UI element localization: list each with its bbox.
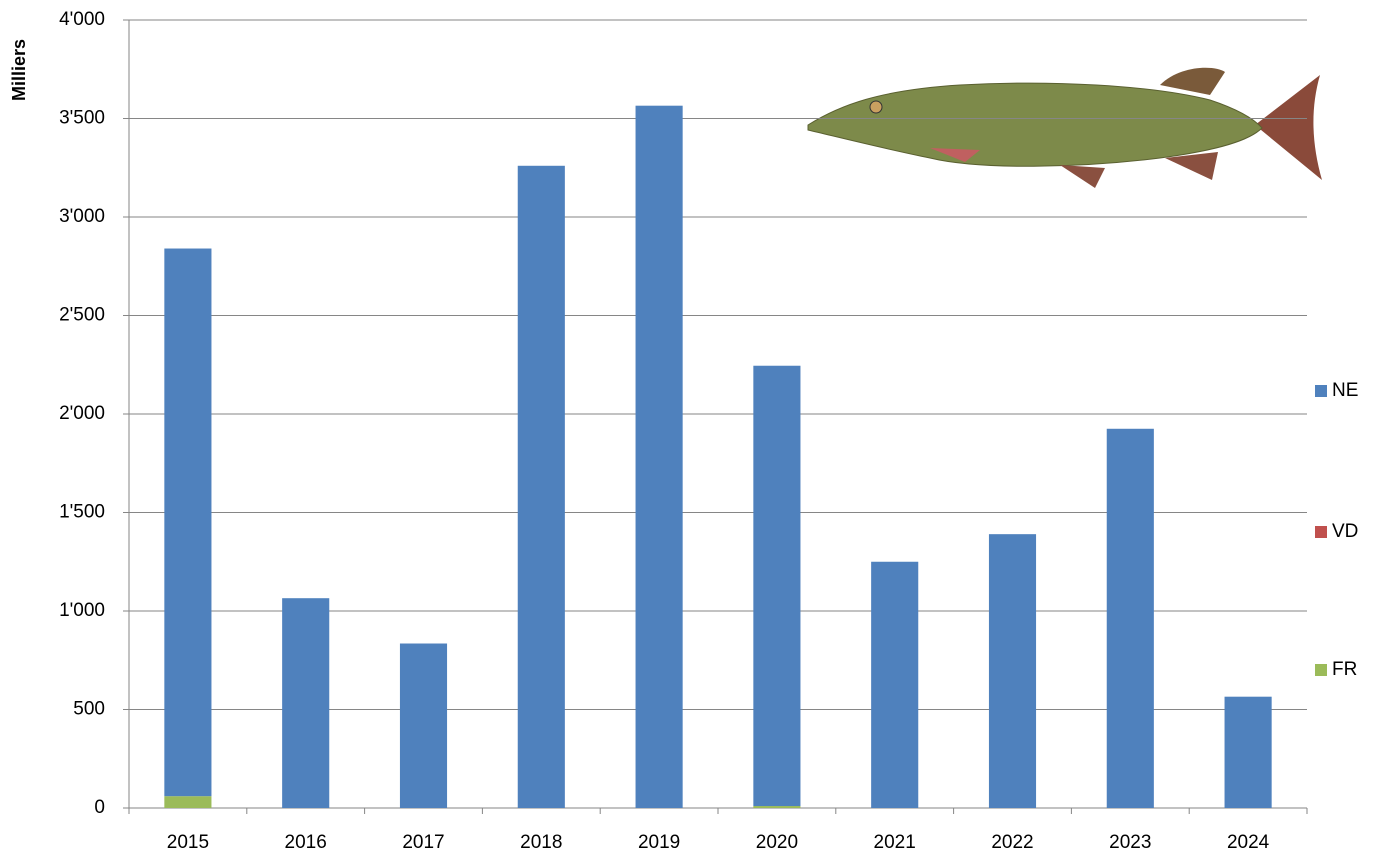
bar-segment — [517, 165, 565, 808]
fish-tail — [1255, 75, 1322, 180]
bar-segment — [164, 796, 212, 808]
fish-illustration — [807, 67, 1322, 188]
bar-segment — [635, 105, 683, 808]
legend-swatch — [1315, 664, 1327, 676]
bar-segment — [282, 598, 330, 808]
fish-eye — [869, 100, 883, 114]
bar-segment — [988, 534, 1037, 808]
y-tick-label: 2'500 — [59, 305, 105, 326]
bar-segment — [753, 806, 801, 808]
y-tick-label: 3'500 — [59, 108, 105, 129]
fish-fin — [1165, 152, 1218, 180]
legend-label: NE — [1332, 380, 1358, 401]
y-tick-label: 1'000 — [59, 600, 105, 621]
legend-swatch — [1315, 526, 1327, 538]
fish-body — [807, 82, 1263, 167]
fish-fin — [1060, 165, 1105, 188]
fish-fin — [930, 148, 980, 162]
fish-fin — [1160, 67, 1225, 95]
bar-segment — [399, 643, 448, 808]
bar-segment — [871, 561, 919, 808]
y-tick-label: 0 — [94, 797, 105, 818]
x-tick-label: 2020 — [756, 832, 798, 853]
legend-label: VD — [1332, 521, 1358, 542]
x-tick-label: 2023 — [1109, 832, 1151, 853]
x-tick-label: 2018 — [520, 832, 562, 853]
legend-swatch — [1315, 385, 1327, 397]
x-tick-label: 2017 — [402, 832, 444, 853]
y-tick-label: 3'000 — [59, 206, 105, 227]
x-tick-label: 2024 — [1227, 832, 1270, 853]
x-tick-label: 2019 — [638, 832, 680, 853]
y-axis-label: Milliers — [9, 39, 29, 101]
bar-segment — [1106, 428, 1154, 808]
legend-label: FR — [1332, 659, 1357, 680]
bar-segment — [1224, 696, 1272, 808]
x-tick-label: 2015 — [167, 832, 209, 853]
x-tick-label: 2022 — [991, 832, 1033, 853]
bar-segment — [753, 365, 801, 807]
x-tick-label: 2021 — [874, 832, 916, 853]
bar-segment — [164, 248, 212, 797]
y-tick-label: 500 — [73, 699, 105, 720]
y-tick-label: 4'000 — [59, 9, 105, 30]
y-tick-label: 2'000 — [59, 403, 105, 424]
y-tick-label: 1'500 — [59, 502, 105, 523]
x-tick-label: 2016 — [285, 832, 327, 853]
